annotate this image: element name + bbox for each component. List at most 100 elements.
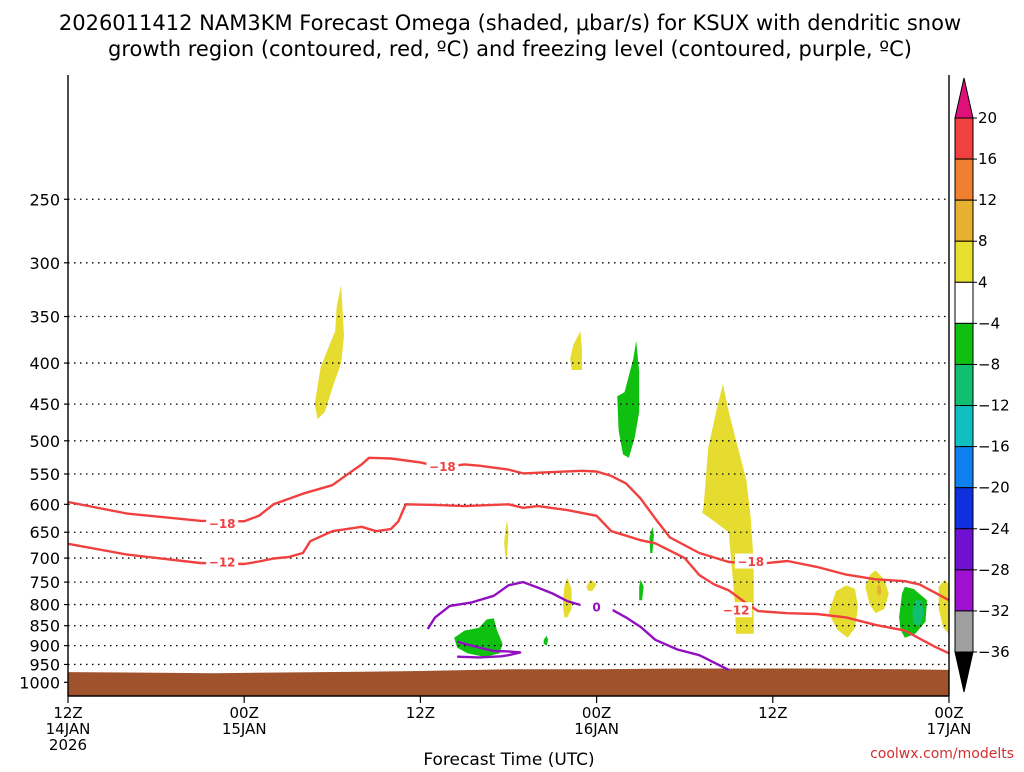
x-tick-label: 00Z <box>582 704 611 722</box>
colorbar-tick-label: 16 <box>978 150 997 168</box>
y-tick-label: 700 <box>29 549 60 568</box>
colorbar-tick-label: −20 <box>978 479 1010 497</box>
omega-shaded-region <box>938 579 949 634</box>
x-tick-label: 17JAN <box>927 720 972 738</box>
y-tick-label: 950 <box>29 655 60 674</box>
colorbar-tick-label: −24 <box>978 520 1010 538</box>
x-tick-label: 2026 <box>49 736 87 754</box>
x-tick-label: 00Z <box>230 704 259 722</box>
colorbar-tick-label: −16 <box>978 438 1010 456</box>
contour-line <box>456 640 522 659</box>
contour-label-bg <box>720 602 753 618</box>
contour-label: −12 <box>723 604 750 618</box>
colorbar-bottom-arrow <box>954 651 974 693</box>
y-tick-label: 450 <box>29 395 60 414</box>
x-tick-label: 15JAN <box>222 720 267 738</box>
y-tick-label: 300 <box>29 254 60 273</box>
contour-line <box>67 503 950 655</box>
contour-label: −12 <box>209 556 236 570</box>
y-tick-label: 1000 <box>19 673 60 692</box>
contour-label-bg <box>426 458 459 474</box>
colorbar-tick-label: 8 <box>978 232 988 250</box>
contour-line <box>426 580 730 671</box>
y-tick-label: 550 <box>29 465 60 484</box>
y-tick-label: 400 <box>29 354 60 373</box>
contour-label: −18 <box>737 555 764 569</box>
colorbar-tick-label: −28 <box>978 561 1010 579</box>
colorbar-swatch <box>954 569 974 612</box>
colorbar-tick-label: −32 <box>978 602 1010 620</box>
contour-label: 0 <box>592 601 600 615</box>
omega-shaded-region <box>702 384 754 634</box>
colorbar-swatch <box>954 405 974 448</box>
colorbar-tick-label: −12 <box>978 397 1010 415</box>
x-tick-label: 12Z <box>406 704 435 722</box>
colorbar-swatch <box>954 199 974 242</box>
y-tick-label: 250 <box>29 190 60 209</box>
colorbar-swatch <box>954 322 974 365</box>
colorbar-tick-label: 4 <box>978 273 988 291</box>
colorbar-swatch <box>954 363 974 407</box>
omega-shaded-region <box>586 579 597 592</box>
chart-title-line-2: growth region (contoured, red, ºC) and f… <box>108 37 912 61</box>
omega-shaded-region <box>504 520 509 559</box>
x-tick-label: 12Z <box>758 704 787 722</box>
colorbar-swatch <box>954 281 974 324</box>
contour-label: −18 <box>429 460 456 474</box>
colorbar-tick-label: −36 <box>978 643 1010 661</box>
colorbar-tick-label: −8 <box>978 355 1000 373</box>
contour-label-bg <box>734 553 767 569</box>
colorbar-swatch <box>954 446 974 489</box>
colorbar-tick-label: −4 <box>978 314 1000 332</box>
contour-label-bg <box>580 599 613 615</box>
colorbar-tick-label: 20 <box>978 109 997 127</box>
omega-shaded-region <box>617 340 640 458</box>
plot-frame <box>67 75 950 697</box>
ground-fill <box>68 668 949 696</box>
y-tick-label: 350 <box>29 308 60 327</box>
y-tick-label: 500 <box>29 432 60 451</box>
omega-colorbar: 20 16 12 8 4 −4 −8 −12 −16 −20 −24 −28 −32 −36 <box>954 77 1010 693</box>
chart-title-line-1: 2026011412 NAM3KM Forecast Omega (shaded… <box>59 11 961 35</box>
omega-shaded-region <box>649 526 654 553</box>
omega-shaded-region <box>543 635 549 646</box>
omega-shaded-region <box>454 618 503 657</box>
x-tick-label: 12Z <box>53 704 82 722</box>
colorbar-swatch <box>954 610 974 653</box>
omega-shaded-regions <box>314 285 949 657</box>
y-tick-label: 750 <box>29 573 60 592</box>
colorbar-swatch <box>954 487 974 530</box>
y-tick-label: 800 <box>29 596 60 615</box>
x-tick-label: 00Z <box>934 704 963 722</box>
omega-shaded-region <box>314 285 344 420</box>
y-tick-label: 850 <box>29 617 60 636</box>
y-tick-label: 900 <box>29 637 60 656</box>
contour-lines: −18 −18 −18 −12 −12 0 <box>67 456 950 671</box>
omega-shaded-region <box>912 600 924 626</box>
omega-shaded-region <box>562 577 572 618</box>
x-tick-label: 16JAN <box>574 720 619 738</box>
omega-shaded-region <box>877 584 882 596</box>
colorbar-swatch <box>954 240 974 283</box>
contour-label: −18 <box>209 517 236 531</box>
contour-label-bg <box>206 515 239 531</box>
pressure-axis: 2503003504004505005506006507007508008509… <box>19 190 68 692</box>
pressure-gridlines <box>68 198 949 666</box>
x-axis-label: Forecast Time (UTC) <box>423 750 594 768</box>
colorbar-tick-label: 12 <box>978 191 997 209</box>
y-tick-label: 600 <box>29 495 60 514</box>
colorbar-swatch <box>954 528 974 571</box>
y-tick-label: 650 <box>29 523 60 542</box>
colorbar-top-arrow <box>954 77 974 119</box>
colorbar-swatch <box>954 158 974 201</box>
x-tick-label: 14JAN <box>46 720 91 738</box>
ground-layer <box>68 668 949 696</box>
omega-shaded-region <box>865 570 889 614</box>
source-credit: coolwx.com/modelts <box>870 746 1014 762</box>
omega-shaded-region <box>570 331 582 370</box>
colorbar-swatch <box>954 117 974 160</box>
omega-shaded-region <box>639 579 644 601</box>
